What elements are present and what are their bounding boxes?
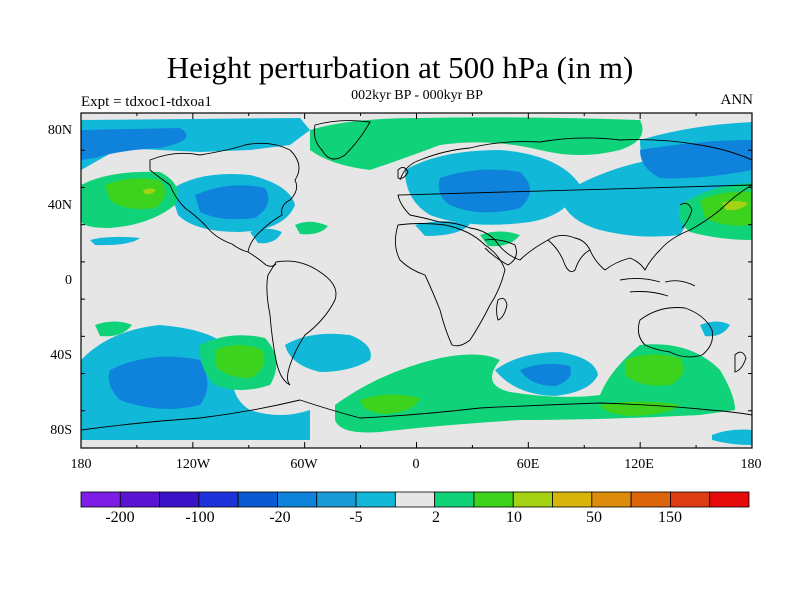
colorbar-label: -5 (349, 509, 363, 526)
colorbar-swatch (670, 491, 711, 508)
colorbar-swatch (552, 491, 593, 508)
season-label: ANN (720, 92, 754, 108)
coast-uk (397, 167, 409, 179)
colorbar-label: -200 (105, 509, 135, 526)
lat-tick-label: 40N (47, 198, 72, 213)
colorbar-swatch (512, 491, 553, 508)
pos-region-arctic (310, 117, 643, 170)
pos-deep-australia-south (625, 354, 684, 386)
coast-eurasia (397, 137, 752, 271)
neg-region-pacific-small (90, 236, 140, 246)
colorbar-label: -100 (185, 509, 215, 526)
colorbar-swatch (473, 491, 514, 508)
colorbar-label: 2 (432, 509, 440, 526)
colorbar-swatch (198, 491, 239, 508)
neg-region-caribbean (250, 228, 282, 244)
neg-deep-south-pacific (108, 356, 208, 409)
colorbar-swatch (394, 491, 436, 508)
neg-deep-north-pacific (81, 128, 187, 160)
neg-deep-east-asia (640, 140, 752, 179)
lon-tick-label: 60E (516, 457, 540, 472)
coast-indonesia (619, 277, 696, 297)
colorbar (80, 491, 750, 508)
lon-tick-label: 0 (412, 457, 420, 472)
lon-tick-label: 180 (740, 457, 762, 472)
colorbar-swatch (119, 491, 160, 508)
pos-deep-antarctica (600, 401, 680, 416)
lat-tick-label: 80N (47, 123, 72, 138)
pos-region-atlantic (295, 221, 328, 235)
colorbar-label: -20 (269, 509, 291, 526)
neg-region-south-atlantic (285, 333, 371, 372)
colorbar-label: 10 (506, 509, 522, 526)
colorbar-swatch (316, 491, 357, 508)
neg-deep-indian-ocean (520, 363, 571, 386)
pos-deep-south-america (215, 345, 265, 378)
neg-region-middle-east (415, 221, 470, 236)
contour-fields (81, 117, 752, 445)
axis-ticks (80, 112, 753, 449)
coast-japan (679, 202, 693, 229)
colorbar-swatch (237, 491, 278, 508)
neg-region-australia-east (700, 321, 730, 337)
neg-region-far-southeast (712, 429, 752, 445)
lat-tick-label: 80S (50, 423, 72, 438)
colorbar-swatch (591, 491, 632, 508)
coast-antarctica (81, 399, 752, 431)
neg-deep-europe (438, 169, 530, 213)
lon-tick-label: 120E (624, 457, 654, 472)
colorbar-swatch (434, 491, 475, 508)
lon-tick-label: 180 (70, 457, 92, 472)
colorbar-swatch (709, 491, 750, 508)
coast-greenland (313, 120, 371, 160)
lat-tick-label: 40S (50, 348, 72, 363)
pos-region-south-pacific-small (95, 321, 132, 337)
coast-australia (637, 307, 713, 358)
colorbar-swatch (80, 491, 121, 508)
coast-africa (395, 223, 506, 347)
coast-north-america (149, 142, 300, 253)
chart-subtitle: 002kyr BP - 000kyr BP (351, 88, 483, 103)
colorbar-swatch (630, 491, 671, 508)
lat-tick-label: 0 (65, 273, 72, 288)
coast-madagascar (496, 297, 508, 321)
pos-peak-west-pacific (722, 201, 748, 211)
lon-tick-label: 120W (175, 457, 211, 472)
colorbar-label: 150 (658, 509, 682, 526)
coast-arabia-india (484, 239, 591, 273)
chart-title: Height perturbation at 500 hPa (in m) (166, 50, 634, 85)
pos-peak-north-pacific (143, 188, 156, 195)
lon-tick-label: 60W (290, 457, 318, 472)
pos-deep-north-pacific (105, 178, 165, 209)
coast-south-america (266, 260, 337, 386)
colorbar-swatch (277, 491, 318, 508)
coastlines (81, 120, 752, 431)
experiment-label: Expt = tdxoc1-tdxoa1 (81, 94, 212, 110)
colorbar-swatch (159, 491, 200, 508)
neg-deep-north-america (195, 185, 269, 220)
pos-deep-southern-ocean (360, 394, 420, 414)
colorbar-swatch (355, 491, 396, 508)
coast-new-zealand (734, 351, 747, 373)
colorbar-label: 50 (586, 509, 602, 526)
